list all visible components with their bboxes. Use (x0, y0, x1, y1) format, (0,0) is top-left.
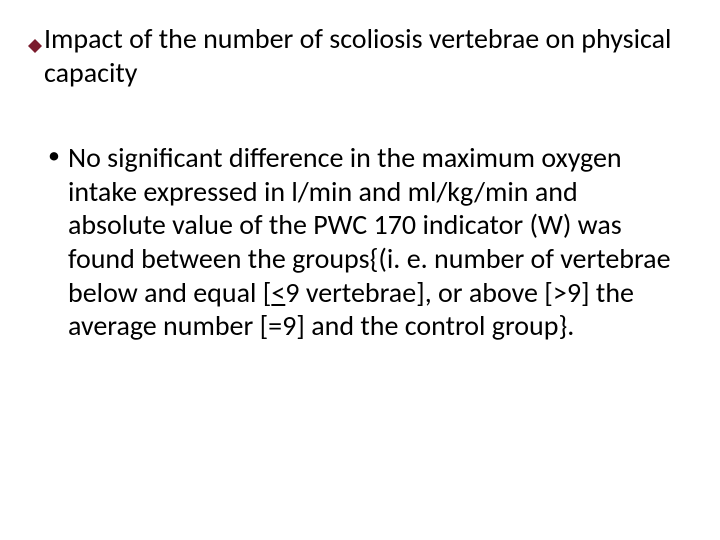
heading-block: Impact of the number of scoliosis verteb… (28, 22, 676, 89)
body-item: No significant difference in the maximum… (48, 141, 676, 343)
heading-text: Impact of the number of scoliosis verteb… (44, 22, 676, 89)
slide: Impact of the number of scoliosis verteb… (0, 0, 720, 540)
body-list: No significant difference in the maximum… (28, 141, 676, 343)
lt-underlined: < (271, 275, 285, 310)
diamond-bullet-icon (28, 32, 42, 46)
